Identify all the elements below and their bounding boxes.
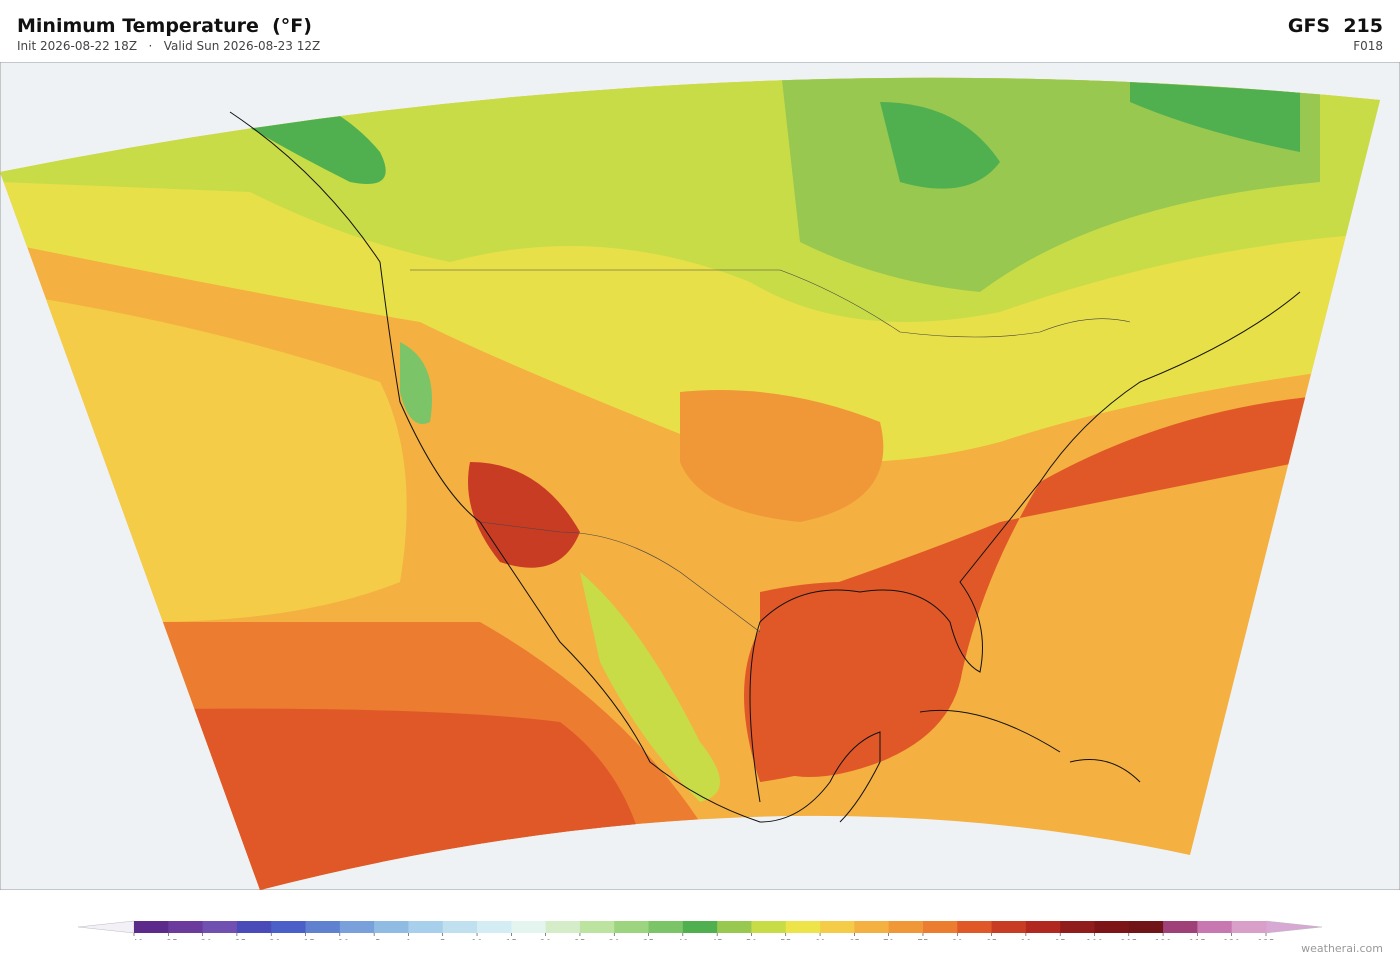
colorbar-tick-label: 5 xyxy=(440,939,446,940)
colorbar-tick-label: −30 xyxy=(193,939,212,940)
map xyxy=(0,62,1400,890)
colorbar-segment xyxy=(1025,921,1061,933)
colorbar-segment xyxy=(614,921,650,933)
coastlines xyxy=(229,111,1301,823)
subtitle: Init 2026-08-22 18Z · Valid Sun 2026-08-… xyxy=(17,39,320,53)
colorbar-segment xyxy=(648,921,684,933)
model: GFS 215 xyxy=(1287,15,1383,37)
title: Minimum Temperature (°F) xyxy=(17,15,312,37)
colorbar-segment xyxy=(168,921,204,933)
colorbar-tick-label: 75 xyxy=(917,939,928,940)
colorbar-tick-label: 125 xyxy=(1257,939,1274,940)
colorbar-tick-label: 90 xyxy=(1020,939,1032,940)
colorbar-tick-label: −35 xyxy=(159,939,178,940)
colorbar-segment xyxy=(545,921,581,933)
colorbar-tick-label: 65 xyxy=(849,939,860,940)
colorbar-segment xyxy=(202,921,238,933)
colorbar-tick-label: −5 xyxy=(367,939,380,940)
colorbar-segment xyxy=(305,921,341,933)
colorbar-tick-label: 10 xyxy=(471,939,483,940)
colorbar-under xyxy=(77,920,135,934)
colorbar-tick-label: 120 xyxy=(1223,939,1240,940)
header: Minimum Temperature (°F) Init 2026-08-22… xyxy=(0,0,1400,62)
colorbar-segment xyxy=(339,921,375,933)
colorbar-tick-label: 80 xyxy=(952,939,964,940)
colorbar-segment xyxy=(1094,921,1130,933)
forecast-hour: F018 xyxy=(1353,39,1383,53)
colorbar-tick-label: 110 xyxy=(1154,939,1171,940)
colorbar-segment xyxy=(1163,921,1198,933)
colorbar-tick-label: 85 xyxy=(986,939,997,940)
colorbar-over xyxy=(1265,920,1323,934)
colorbar-segment xyxy=(271,921,307,933)
credit: weatherai.com xyxy=(1301,942,1383,955)
colorbar-segment xyxy=(442,921,478,933)
colorbar-tick-label: 115 xyxy=(1189,939,1206,940)
colorbar-tick-label: 0 xyxy=(406,939,412,940)
colorbar-tick-label: 105 xyxy=(1120,939,1137,940)
colorbar-tick-label: 60 xyxy=(814,939,826,940)
colorbar-tick-label: 50 xyxy=(746,939,758,940)
colorbar: −40 −35 −30 −25 −20 −15 −10 −5 0 5 10 15 20 25 30 35 40 4… xyxy=(77,920,1323,940)
colorbar-tick-label: −15 xyxy=(296,939,315,940)
colorbar-tick-label: 15 xyxy=(506,939,517,940)
colorbar-tick-label: −10 xyxy=(330,939,349,940)
colorbar-tick-label: 45 xyxy=(711,939,722,940)
colorbar-tick-label: 70 xyxy=(883,939,895,940)
colorbar-segment xyxy=(785,921,821,933)
colorbar-segment xyxy=(1060,921,1095,933)
init-time: Init 2026-08-22 18Z xyxy=(17,39,138,53)
colorbar-segment xyxy=(854,921,890,933)
colorbar-segment xyxy=(1231,921,1267,933)
colorbar-segment xyxy=(408,921,444,933)
colorbar-segment xyxy=(888,921,924,933)
colorbar-segment xyxy=(134,921,169,933)
colorbar-tick-label: −40 xyxy=(125,939,144,940)
colorbar-tick-label: 35 xyxy=(643,939,654,940)
colorbar-segment xyxy=(922,921,958,933)
colorbar-tick-label: 100 xyxy=(1086,939,1103,940)
colorbar-tick-label: 95 xyxy=(1054,939,1065,940)
colorbar-tick-label: 40 xyxy=(677,939,689,940)
colorbar-segment xyxy=(820,921,855,933)
colorbar-tick-label: 20 xyxy=(540,939,552,940)
colorbar-segment xyxy=(236,921,272,933)
colorbar-segment xyxy=(751,921,787,933)
colorbar-segment xyxy=(579,921,615,933)
colorbar-segment xyxy=(511,921,547,933)
colorbar-tick-label: −25 xyxy=(227,939,246,940)
colorbar-segment xyxy=(682,921,718,933)
colorbar-segment xyxy=(1197,921,1233,933)
colorbar-segment xyxy=(1128,921,1164,933)
colorbar-tick-label: 25 xyxy=(574,939,585,940)
colorbar-tick-label: 30 xyxy=(609,939,621,940)
colorbar-segment xyxy=(717,921,752,933)
colorbar-segment xyxy=(374,921,409,933)
colorbar-segment xyxy=(957,921,993,933)
colorbar-segment xyxy=(477,921,512,933)
valid-time: Valid Sun 2026-08-23 12Z xyxy=(163,39,321,53)
separator: · xyxy=(148,39,153,53)
colorbar-segment xyxy=(991,921,1027,933)
borders xyxy=(410,269,1131,633)
colorbar-tick-label: −20 xyxy=(262,939,281,940)
colorbar-tick-label: 55 xyxy=(780,939,791,940)
temperature-field xyxy=(0,77,1380,890)
